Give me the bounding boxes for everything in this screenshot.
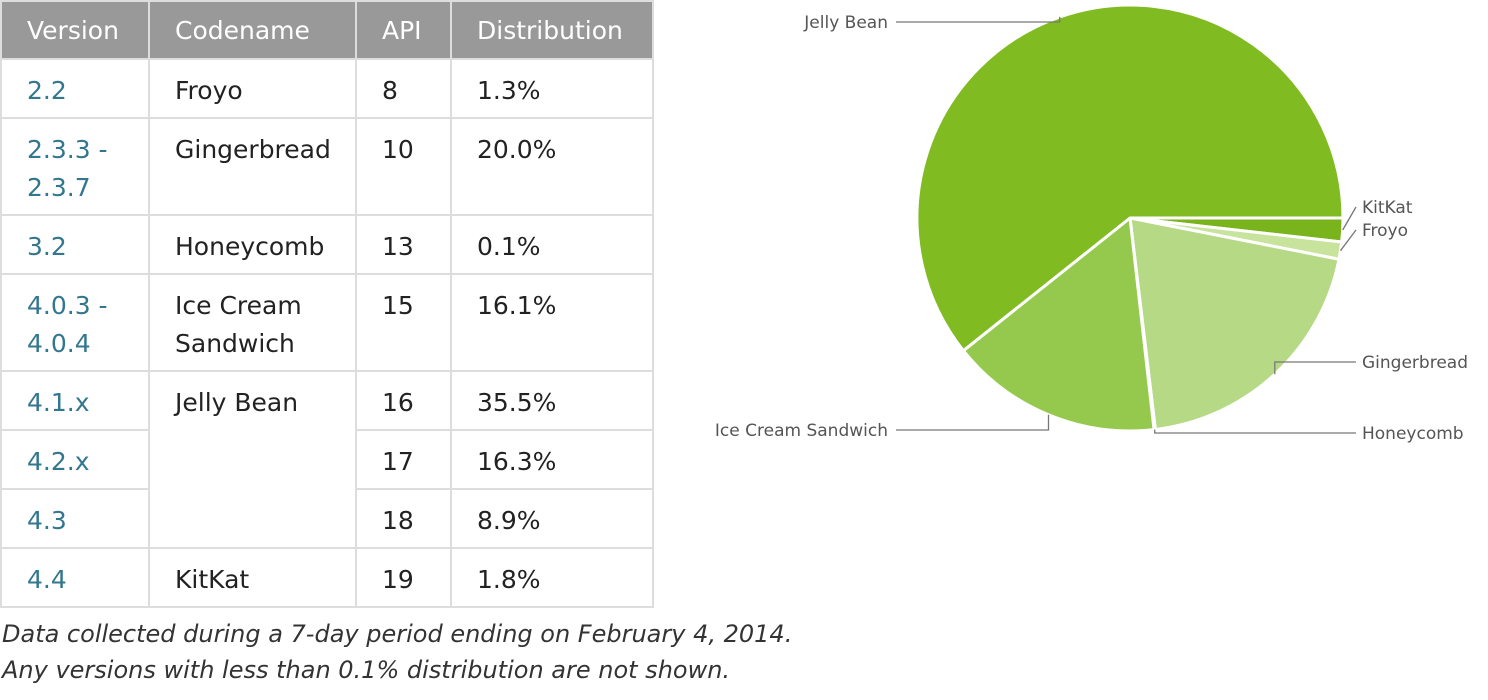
distribution-cell: 8.9%: [450, 488, 654, 549]
codename-cell: Gingerbread: [148, 117, 357, 216]
api-cell: 8: [355, 58, 452, 119]
table-row: 4.1.x Jelly Bean 16 35.5%: [0, 370, 654, 549]
api-cell: 15: [355, 273, 452, 372]
pie-label-froyo: Froyo: [1362, 221, 1408, 241]
header-version: Version: [0, 0, 150, 60]
table-row: 4.2.x 17 16.3%: [0, 429, 654, 490]
api-cell: 16: [355, 370, 452, 431]
distribution-cell: 1.8%: [450, 547, 654, 608]
api-cell: 17: [355, 429, 452, 490]
version-cell: 4.4: [0, 547, 150, 608]
header-codename: Codename: [148, 0, 357, 60]
distribution-cell: 0.1%: [450, 214, 654, 275]
header-api: API: [355, 0, 452, 60]
api-cell: 13: [355, 214, 452, 275]
api-cell: 10: [355, 117, 452, 216]
table-row: 4.4 KitKat 19 1.8%: [0, 547, 654, 608]
pie-label-jelly-bean: Jelly Bean: [803, 13, 888, 33]
pie-leader-line: [1154, 429, 1356, 434]
distribution-cell: 35.5%: [450, 370, 654, 431]
distribution-cell: 20.0%: [450, 117, 654, 216]
distribution-cell: 16.1%: [450, 273, 654, 372]
pie-leader-line: [1274, 361, 1356, 375]
footnote-date: Data collected during a 7-day period end…: [2, 620, 793, 648]
version-cell: 4.1.x: [0, 370, 150, 431]
distribution-cell: 1.3%: [450, 58, 654, 119]
version-cell: 2.3.3 - 2.3.7: [0, 117, 150, 216]
codename-cell: Honeycomb: [148, 214, 357, 275]
codename-cell: Froyo: [148, 58, 357, 119]
header-distribution: Distribution: [450, 0, 654, 60]
pie-label-ice-cream-sandwich: Ice Cream Sandwich: [715, 421, 888, 441]
api-cell: 19: [355, 547, 452, 608]
table-row: 4.3 18 8.9%: [0, 488, 654, 549]
pie-slice-ice-cream-sandwich: [961, 216, 1156, 433]
table-row: 2.3.3 - 2.3.7 Gingerbread 10 20.0%: [0, 117, 654, 216]
pie-leader-line: [1342, 206, 1357, 231]
pie-leader-line: [896, 414, 1050, 431]
pie-label-honeycomb: Honeycomb: [1362, 424, 1464, 444]
codename-cell: Ice Cream Sandwich: [148, 273, 357, 372]
pie-leader-line: [1339, 229, 1357, 252]
distribution-table: Version Codename API Distribution 2.2 Fr…: [0, 0, 654, 608]
table-header-row: Version Codename API Distribution: [0, 0, 654, 60]
table-row: 2.2 Froyo 8 1.3%: [0, 58, 654, 119]
version-cell: 4.0.3 - 4.0.4: [0, 273, 150, 372]
pie-label-kitkat: KitKat: [1362, 198, 1413, 218]
table-row: 4.0.3 - 4.0.4 Ice Cream Sandwich 15 16.1…: [0, 273, 654, 372]
version-cell: 3.2: [0, 214, 150, 275]
api-cell: 18: [355, 488, 452, 549]
version-cell: 4.3: [0, 488, 150, 549]
table-row: 3.2 Honeycomb 13 0.1%: [0, 214, 654, 275]
pie-label-gingerbread: Gingerbread: [1362, 353, 1468, 373]
pie-chart: KitKat Froyo Gingerbread Honeycomb Ice Cream…: [715, 3, 1468, 444]
version-cell: 2.2: [0, 58, 150, 119]
codename-cell: Jelly Bean: [148, 370, 357, 549]
pie-leader-line: [896, 16, 1061, 23]
distribution-cell: 16.3%: [450, 429, 654, 490]
codename-cell: KitKat: [148, 547, 357, 608]
footnote-threshold: Any versions with less than 0.1% distrib…: [2, 656, 731, 684]
version-cell: 4.2.x: [0, 429, 150, 490]
